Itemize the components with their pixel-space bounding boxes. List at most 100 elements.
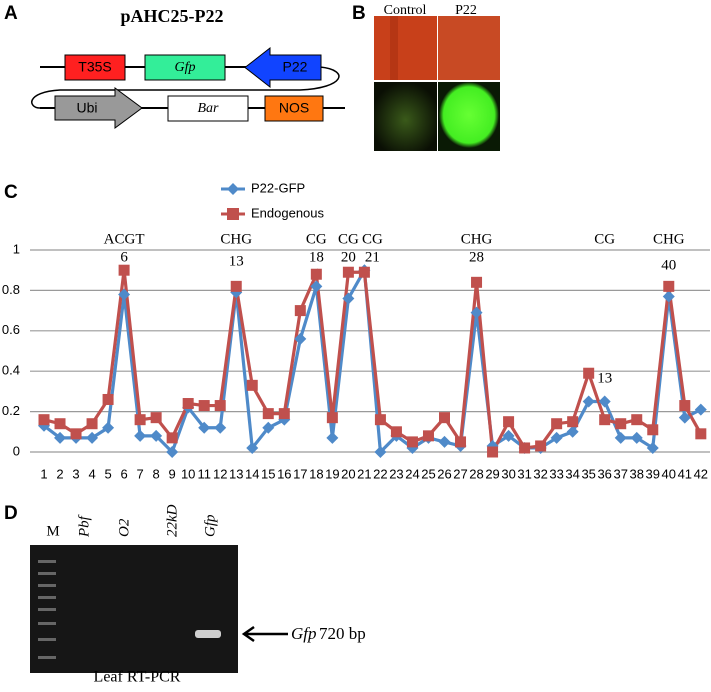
photo-column-label: Control — [384, 3, 427, 18]
photo-column-label: P22 — [455, 3, 477, 18]
x-tick-label: 19 — [325, 466, 339, 481]
x-tick-label: 35 — [581, 466, 595, 481]
x-tick-label: 20 — [341, 466, 355, 481]
data-point — [390, 426, 402, 438]
data-point — [551, 418, 563, 430]
data-point — [535, 440, 547, 452]
data-point — [294, 305, 306, 317]
data-point — [374, 414, 386, 426]
data-point — [679, 400, 691, 412]
y-tick-label: 0.2 — [2, 403, 20, 418]
x-tick-label: 5 — [104, 466, 111, 481]
x-tick-label: 4 — [88, 466, 95, 481]
data-point — [198, 400, 210, 412]
x-tick-label: 3 — [72, 466, 79, 481]
data-point — [310, 268, 322, 280]
gel-image — [30, 545, 288, 673]
lane-label: 22kD — [164, 504, 180, 537]
x-tick-label: 29 — [485, 466, 499, 481]
gel-caption: Leaf RT-PCR — [94, 669, 181, 686]
annotation: 13 — [597, 371, 612, 387]
data-point — [230, 280, 242, 292]
x-tick-label: 28 — [469, 466, 483, 481]
annotation: 13 — [229, 254, 244, 270]
x-tick-label: 9 — [169, 466, 176, 481]
x-tick-label: 40 — [662, 466, 676, 481]
x-tick-label: 13 — [229, 466, 243, 481]
x-tick-label: 22 — [373, 466, 387, 481]
data-point — [342, 292, 355, 305]
data-point — [695, 428, 707, 440]
annotation: CHG — [653, 231, 685, 247]
data-point — [374, 446, 387, 458]
data-point — [102, 393, 114, 405]
data-point — [150, 412, 162, 424]
x-tick-label: 26 — [437, 466, 451, 481]
lane-label: Gfp — [202, 514, 218, 537]
x-tick-label: 27 — [453, 466, 467, 481]
x-tick-label: 38 — [630, 466, 644, 481]
plasmid-diagram — [31, 46, 345, 129]
data-point — [646, 441, 659, 454]
y-tick-label: 0.4 — [2, 363, 20, 378]
x-tick-label: 37 — [613, 466, 627, 481]
x-tick-label: 21 — [357, 466, 371, 481]
data-point — [647, 424, 659, 436]
x-tick-label: 23 — [389, 466, 403, 481]
x-tick-label: 11 — [197, 466, 211, 481]
x-tick-label: 16 — [277, 466, 291, 481]
plasmid-title: pAHC25-P22 — [121, 6, 224, 26]
annotation: CG — [306, 231, 327, 247]
data-point — [503, 416, 515, 428]
panel-label: C — [4, 182, 18, 203]
data-point — [38, 414, 50, 426]
data-point — [663, 280, 675, 292]
data-point — [198, 421, 211, 434]
x-tick-label: 24 — [405, 466, 419, 481]
band-gene: Gfp — [291, 624, 317, 643]
x-tick-label: 33 — [549, 466, 563, 481]
legend-marker — [227, 183, 239, 195]
data-point — [262, 421, 275, 434]
annotation: CG — [338, 231, 359, 247]
band-size: 720 bp — [319, 624, 366, 643]
annotation: 20 — [341, 250, 356, 266]
data-point — [166, 446, 179, 458]
data-point — [438, 435, 451, 448]
data-point — [214, 421, 227, 434]
x-tick-label: 25 — [421, 466, 435, 481]
panel-label: B — [352, 3, 366, 24]
data-point — [471, 276, 483, 288]
data-point — [54, 418, 66, 430]
data-point — [246, 441, 259, 454]
data-point — [566, 425, 579, 438]
data-point — [519, 442, 531, 454]
x-tick-label: 31 — [517, 466, 531, 481]
methylation-chart: 00.20.40.60.811 2 3 4 5 6 7 8 9 10 11 12 13 14 15 16 17 1… — [2, 180, 710, 481]
data-point — [118, 288, 131, 301]
data-point — [678, 411, 691, 424]
element-label: T35S — [78, 59, 111, 75]
x-tick-label: 39 — [646, 466, 660, 481]
data-point — [310, 280, 323, 293]
x-tick-label: 36 — [597, 466, 611, 481]
data-point — [246, 379, 258, 391]
legend-marker — [227, 208, 239, 220]
data-point — [150, 429, 163, 442]
data-point — [614, 431, 627, 444]
data-point — [582, 395, 595, 408]
annotation: 21 — [365, 250, 380, 266]
lane-label: M — [46, 523, 59, 539]
data-point — [599, 414, 611, 426]
data-point — [86, 431, 99, 444]
annotation: 18 — [309, 250, 324, 266]
y-tick-label: 0.8 — [2, 282, 20, 297]
element-label: P22 — [283, 59, 308, 75]
data-point — [262, 408, 274, 420]
data-point — [502, 429, 515, 442]
x-tick-label: 8 — [153, 466, 160, 481]
data-point — [342, 266, 354, 278]
x-tick-label: 10 — [181, 466, 195, 481]
panel-label: D — [4, 503, 18, 524]
data-point — [182, 398, 194, 410]
